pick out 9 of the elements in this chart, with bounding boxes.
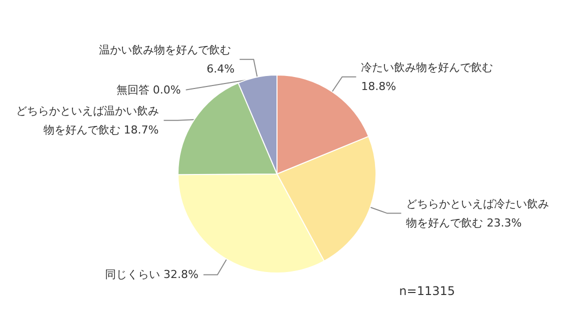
slice-label: 温かい飲み物を好んで飲む (99, 43, 235, 56)
data-label: 6.4% (206, 62, 235, 76)
category-label: 無回答 0.0% (116, 83, 181, 96)
slice-label: どちらかといえば温かい飲み物を好んで飲む 18.7% (16, 104, 159, 136)
slice-label: 同じくらい 32.8% (104, 268, 198, 282)
slice-label: 冷たい飲み物を好んで飲む (361, 60, 497, 74)
text: n=11315 (399, 284, 456, 298)
data-label: 18.8% (361, 80, 396, 93)
slice-label: どちらかといえば冷たい飲み物を好んで飲む 23.3% (406, 197, 550, 230)
